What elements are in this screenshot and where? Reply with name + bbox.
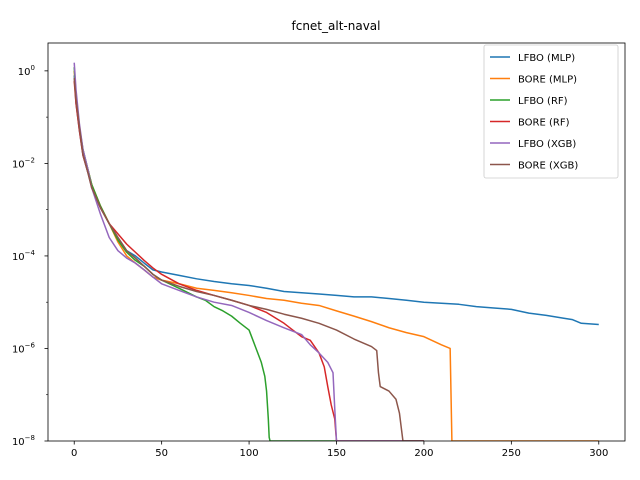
y-tick-label-0: 100 (18, 64, 35, 78)
x-tick-label-6: 300 (589, 448, 608, 459)
x-tick-label-5: 250 (502, 448, 521, 459)
y-tick-exponent-3: −6 (25, 341, 36, 349)
y-tick-label-2: 10−4 (12, 249, 36, 263)
legend-label-1: BORE (MLP) (518, 75, 577, 86)
y-tick-exponent-4: −8 (25, 434, 35, 442)
legend-label-0: LFBO (MLP) (518, 53, 575, 64)
chart-title: fcnet_alt-naval (292, 19, 381, 33)
y-tick-exponent-0: 0 (31, 64, 35, 72)
legend-label-3: BORE (RF) (518, 118, 570, 129)
y-tick-label-3: 10−6 (12, 341, 36, 355)
y-tick-exponent-1: −2 (25, 156, 35, 164)
x-tick-label-4: 200 (414, 448, 433, 459)
x-tick-label-1: 50 (155, 448, 168, 459)
series-layer (73, 62, 599, 441)
legend-label-2: LFBO (RF) (518, 96, 568, 107)
legend-box (483, 44, 619, 179)
legend: LFBO (MLP) BORE (MLP) LFBO (RF) BORE (RF) LF… (483, 44, 619, 179)
x-tick-label-3: 150 (327, 448, 346, 459)
legend-label-4: LFBO (XGB) (518, 139, 576, 150)
x-tick-label-2: 100 (240, 448, 259, 459)
x-tick-label-0: 0 (71, 448, 77, 459)
x-axis: 0 50 100 150 200 250 300 (71, 441, 608, 459)
y-axis: 100 10−2 10−4 10−6 10−8 (12, 64, 48, 448)
legend-label-5: BORE (XGB) (518, 161, 578, 172)
y-tick-label-1: 10−2 (12, 156, 35, 170)
y-tick-exponent-2: −4 (25, 249, 36, 257)
y-tick-label-4: 10−8 (12, 434, 35, 448)
series-line-5 (73, 77, 424, 441)
